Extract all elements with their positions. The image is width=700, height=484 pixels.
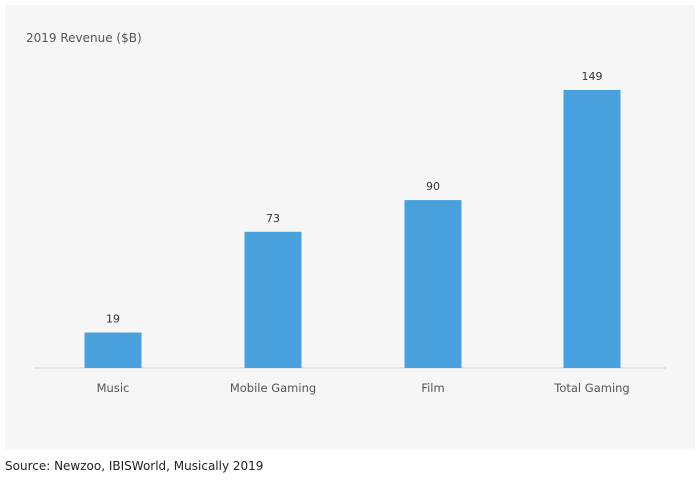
x-tick-label: Music [97,381,130,395]
x-tick-label: Mobile Gaming [230,381,316,395]
data-label: 73 [266,212,280,225]
data-label: 90 [426,180,440,193]
bar-total-gaming [563,90,621,368]
data-label: 19 [106,313,120,326]
source-note: Source: Newzoo, IBISWorld, Musically 201… [5,459,264,473]
x-tick-label: Total Gaming [553,381,629,395]
bar-music [84,332,142,368]
bar-mobile-gaming [244,231,302,368]
bar-film [404,200,462,368]
y-axis-label: 2019 Revenue ($B) [26,31,142,45]
x-tick-label: Film [421,381,444,395]
data-label: 149 [582,70,603,83]
